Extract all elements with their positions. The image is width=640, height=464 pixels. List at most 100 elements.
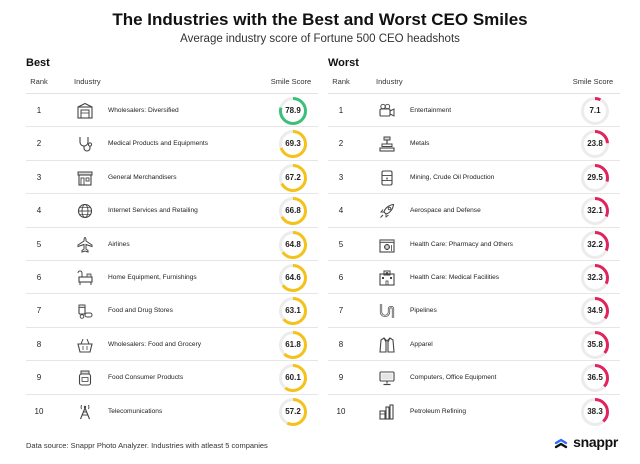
table-row: 4 Internet Services and Retailing 66.8 [26,194,318,228]
smile-score-gauge [580,230,610,260]
gauge-fill [581,263,609,292]
rank-number: 5 [338,239,344,249]
rank-number: 10 [34,406,44,416]
smile-score-value: 32.2 [587,239,603,249]
worst-panel-title: Worst [328,57,359,69]
gauge-fill [279,297,307,326]
industry-name: Wholesalers: Diversified [108,107,179,114]
industry-name: Food Consumer Products [108,374,184,382]
smile-score-value: 57.2 [285,406,301,416]
smile-score-gauge [580,263,610,293]
table-row: 7 Pipelines 34.9 [328,294,620,328]
rank-number: 9 [36,373,42,383]
table-row: 2 Metals 23.8 [328,127,620,161]
industry-name: Computers, Office Equipment [410,374,497,382]
gauge-fill [279,364,307,393]
table-row: 7 Food and Drug Stores 63.1 [26,294,318,328]
chart-title: The Industries with the Best and Worst C… [112,10,528,29]
industry-name: Petroleum Refining [410,407,467,415]
gauge-fill [581,330,609,359]
smile-score-value: 67.2 [285,172,301,182]
smile-score-gauge [580,296,610,326]
pipeline-icon [378,302,396,320]
data-source-note: Data source: Snappr Photo Analyzer. Indu… [26,441,268,450]
industry-name: Mining, Crude Oil Production [410,173,495,181]
industry-name: Health Care: Pharmacy and Others [410,240,513,248]
rank-number: 7 [36,306,42,316]
computer-icon [378,369,396,387]
smile-score-column-header: Smile Score [270,77,312,86]
table-row: 6 Health Care: Medical Facilities 32.3 [328,261,620,295]
table-row: 1 Wholesalers: Diversified 78.9 [26,94,318,128]
table-row: 6 Home Equipment, Furnishings 64.6 [26,261,318,295]
rank-number: 3 [36,172,42,182]
rank-number: 10 [336,406,346,416]
smile-score-gauge [580,163,610,193]
best-panel-title: Best [26,57,50,69]
smile-score-value: 61.8 [285,339,301,349]
gauge-fill [279,263,307,292]
industry-column-header: Industry [376,77,403,86]
airplane-icon [76,236,94,254]
gauge-fill [279,130,307,159]
table-row: 8 Wholesalers: Food and Grocery 61.8 [26,328,318,362]
metal-press-icon [378,135,396,153]
table-row: 5 Health Care: Pharmacy and Others 32.2 [328,228,620,261]
smile-score-gauge [580,129,610,159]
rank-number: 2 [338,139,344,149]
rank-column-header: Rank [332,77,350,86]
globe-icon [76,202,94,220]
rank-number: 8 [36,339,42,349]
smile-score-gauge [580,363,610,393]
oil-barrel-icon [378,169,396,187]
gauge-fill [279,163,307,192]
worst-panel: Worst Rank Industry Smile Score 1 Enterta… [328,56,620,428]
smile-score-value: 32.1 [587,206,603,216]
hospital-icon [378,269,396,287]
chart-subtitle: Average industry score of Fortune 500 CE… [180,33,460,45]
jacket-icon [378,336,396,354]
industry-name: General Merchandisers [108,173,177,181]
gauge-fill [581,230,609,259]
storefront-icon [76,169,94,187]
gauge-fill [279,197,307,226]
rank-column-header: Rank [30,77,48,86]
smile-score-value: 60.1 [285,373,301,383]
smile-score-value: 29.5 [587,172,603,182]
industry-name: Telecomunications [108,407,163,415]
smile-score-value: 69.3 [285,139,301,149]
rocket-icon [378,202,396,220]
film-camera-icon [378,102,396,120]
smile-score-value: 78.9 [285,106,301,115]
smile-score-gauge [278,129,308,159]
rank-number: 1 [36,106,42,115]
smile-score-value: 23.8 [587,139,603,149]
rank-number: 3 [338,172,344,182]
industry-column-header: Industry [74,77,101,86]
industry-name: Food and Drug Stores [108,307,173,315]
table-row: 1 Entertainment 7.1 [328,94,620,128]
table-row: 10 Telecomunications 57.2 [26,395,318,428]
warehouse-icon [76,102,94,120]
industry-name: Aerospace and Defense [410,207,481,215]
table-row: 3 Mining, Crude Oil Production 29.5 [328,161,620,195]
gauge-fill [581,97,609,125]
smile-score-gauge [278,330,308,360]
smile-score-gauge [278,397,308,427]
smile-score-gauge [278,196,308,226]
table-row: 2 Medical Products and Equipments 69.3 [26,127,318,161]
table-row: 9 Computers, Office Equipment 36.5 [328,361,620,395]
gauge-fill [581,397,609,426]
gauge-fill [279,230,307,259]
smile-score-gauge [278,96,308,126]
smile-score-value: 35.8 [587,339,603,349]
table-row: 10 Petroleum Refining 38.3 [328,395,620,428]
rank-number: 6 [36,272,42,282]
smile-score-column-header: Smile Score [572,77,614,86]
snappr-logo-icon [554,438,568,449]
smile-score-value: 64.6 [285,272,301,282]
industry-name: Apparel [410,340,433,348]
industry-name: Entertainment [410,107,452,114]
smile-score-value: 7.1 [589,106,601,115]
gauge-fill [581,130,609,159]
